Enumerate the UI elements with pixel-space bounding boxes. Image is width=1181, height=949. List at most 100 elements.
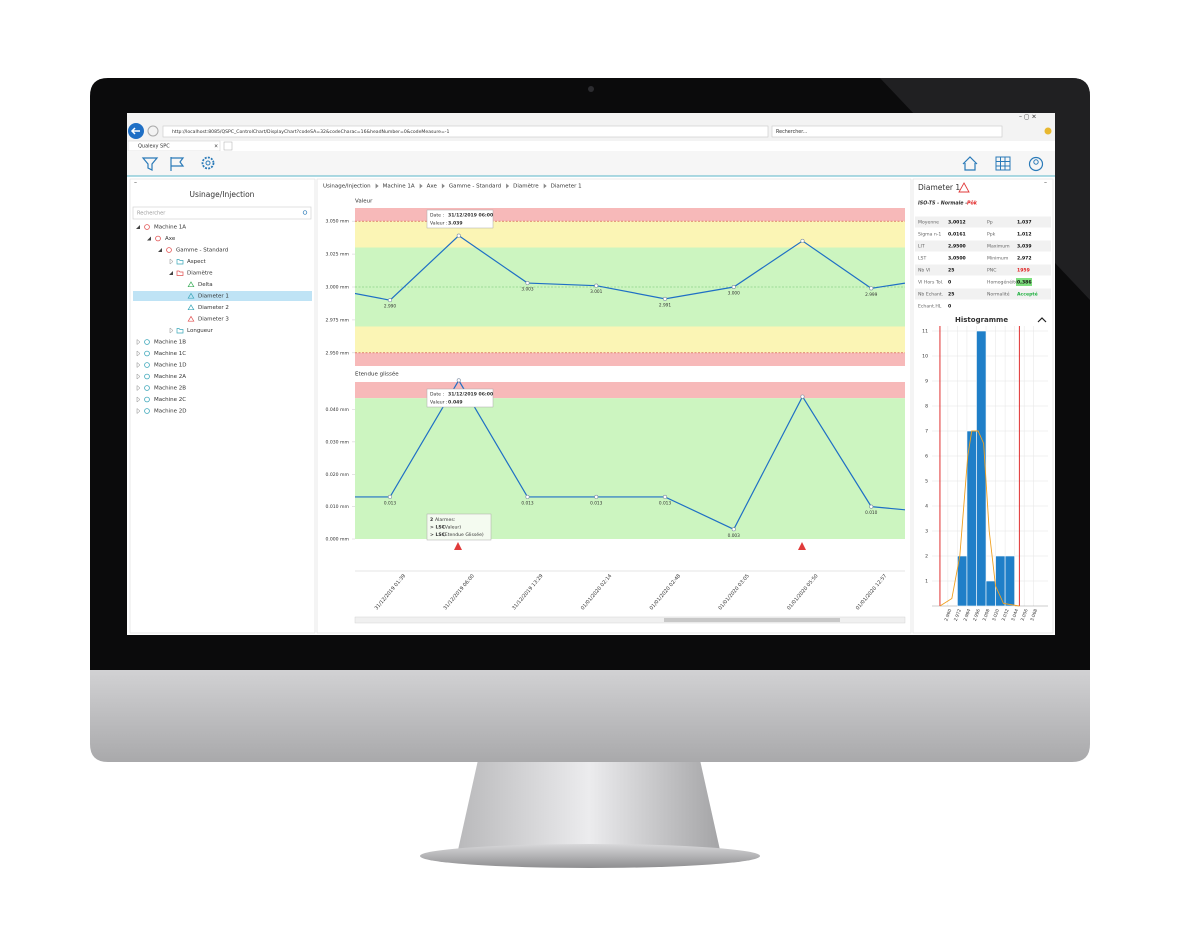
tree-expander[interactable] [136,361,141,369]
y-tick-label: 5 [925,479,928,485]
tree-label[interactable]: Axe [165,236,176,242]
filter-icon[interactable] [141,157,159,171]
tree-expander[interactable] [136,350,141,357]
stat-value: 25 [948,292,954,298]
tree-search[interactable] [132,206,312,220]
breadcrumb-separator [441,183,445,189]
settings-icon[interactable] [201,156,215,170]
tree-expander[interactable] [169,258,174,265]
breadcrumb-item[interactable]: Usinage/Injection [323,184,371,190]
stat-label: LST [918,256,926,262]
user-icon[interactable] [1028,156,1044,172]
tree-label[interactable]: Machine 1B [154,340,186,346]
data-label: 2.999 [865,292,878,298]
tree-expander[interactable] [136,373,141,380]
tree-expander[interactable] [136,396,141,403]
breadcrumb-separator [506,183,510,189]
tree-label[interactable]: Diameter 1 [198,294,229,300]
alarm-title: Alarmes: [435,517,456,523]
forward-button[interactable] [147,125,159,137]
y-tick-label: 2 [925,554,928,560]
tree-label[interactable]: Machine 1D [154,363,187,369]
alarm-count: 2 [430,517,433,523]
tree-expander[interactable] [136,384,141,392]
browser-icon [1044,127,1052,135]
point [662,296,667,301]
tree-icon [187,281,195,288]
y-tick-label: 0.030 mm [325,439,349,445]
tree-expander[interactable] [136,338,141,346]
breadcrumb: Usinage/Injection Machine 1A Axe Gamme - St… [323,183,582,190]
point [525,281,530,286]
tree-label[interactable]: Machine 1A [154,225,186,231]
breadcrumb-item[interactable]: Gamme - Standard [449,184,501,190]
alarm-icon[interactable] [454,542,462,550]
tree-label[interactable]: Diamètre [187,270,213,277]
stat-value: 2,9500 [948,244,966,250]
tree-label[interactable]: Machine 2B [154,386,186,392]
tree-expander[interactable] [169,327,174,334]
row-shade [915,216,1051,228]
breadcrumb-item[interactable]: Axe [427,184,438,190]
data-label: 3.001 [590,289,603,295]
tree-label[interactable]: Aspect [187,259,207,265]
tooltip-value: 0.049 [448,400,463,406]
breadcrumb-item[interactable]: Diameter 1 [551,184,582,190]
y-tick-label: 9 [925,379,928,385]
tree-label[interactable]: Diameter 2 [198,305,229,311]
y-tick-label: 0.010 mm [325,504,349,510]
tree-icon [176,270,184,276]
data-label: 0.013 [659,500,672,506]
collapse-right[interactable]: – [1044,180,1047,187]
tooltip-date: 31/12/2019 06:00 [448,392,493,398]
tree-label[interactable]: Diameter 3 [198,317,229,323]
home-icon[interactable] [962,156,978,171]
alarm-icon[interactable] [798,542,806,550]
stat-value: 2,972 [1017,256,1032,262]
collapse-left[interactable]: – [134,180,137,187]
tree-label[interactable]: Machine 2C [154,397,186,403]
alarm-text: (Valeur) [443,525,461,531]
breadcrumb-item[interactable]: Machine 1A [383,184,415,190]
tree-label[interactable]: Delta [198,282,213,288]
chart-title: Etendue glissée [355,371,399,378]
histogram-bar [1004,555,1015,607]
tab-close[interactable]: × [214,144,218,150]
stat-value: 0,0161 [948,232,966,238]
tree-label[interactable]: Longueur [187,328,214,334]
tree-expander[interactable] [158,248,162,252]
stat-value: 3,0500 [948,256,966,262]
tooltip-range: Date : 31/12/2019 06:00 Valeur : 0.049 [426,388,494,408]
tree-expander[interactable] [169,271,173,275]
scrollbar[interactable] [354,616,906,624]
tree-label[interactable]: Machine 1C [154,351,186,357]
tree-expander[interactable] [136,225,140,229]
y-tick-label: 3.050 mm [325,219,349,225]
data-label: 0.010 [865,510,878,516]
flag-icon[interactable] [170,157,185,171]
y-tick-label: 11 [922,329,928,335]
scrollbar-thumb[interactable] [664,618,840,622]
stat-label: Pp [987,220,993,226]
breadcrumb-separator [419,183,423,189]
tree-label[interactable]: Machine 2A [154,374,186,380]
address-bar[interactable] [162,125,769,138]
control-zone [355,326,905,353]
y-tick-label: 4 [925,504,928,510]
breadcrumb-separator [375,183,379,189]
point [731,527,736,532]
y-tick-label: 1 [925,579,928,585]
tooltip-alarm: 2 Alarmes: > LSC (Valeur) > LSC (Etendue… [426,513,492,541]
search-bar[interactable] [771,125,1003,138]
tree-expander[interactable] [136,407,141,415]
control-zone [355,352,905,366]
table-icon[interactable] [995,156,1011,171]
breadcrumb-item[interactable]: Diamètre [513,183,539,190]
point [869,504,874,509]
new-tab[interactable] [223,141,233,151]
tree-label[interactable]: Gamme - Standard [176,248,228,254]
tree-search-placeholder: Rechercher [137,211,166,217]
histogram-collapse[interactable] [1037,317,1047,323]
tree-label[interactable]: Machine 2D [154,409,187,415]
tree-expander[interactable] [147,236,151,241]
